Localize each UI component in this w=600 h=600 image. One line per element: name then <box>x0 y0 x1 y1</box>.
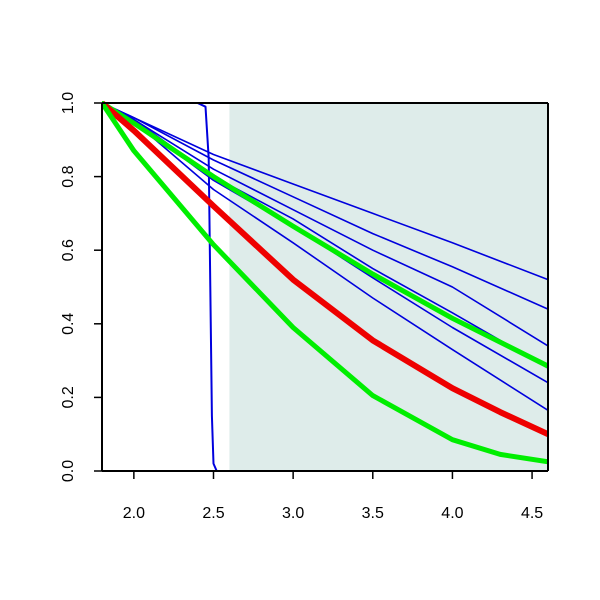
x-tick-label: 4.5 <box>521 505 543 522</box>
x-tick-label: 3.0 <box>282 505 304 522</box>
x-tick-label: 2.5 <box>202 505 224 522</box>
series-line-9 <box>102 101 548 438</box>
y-tick-label: 0.6 <box>60 239 77 261</box>
y-tick-label: 1.0 <box>60 92 77 114</box>
x-tick-label: 3.5 <box>362 505 384 522</box>
y-tick-label: 0.0 <box>60 460 77 482</box>
y-tick-label: 0.4 <box>60 313 77 335</box>
y-tick-label: 0.8 <box>60 165 77 187</box>
series-line-8 <box>102 101 548 369</box>
series-line-10 <box>102 101 548 465</box>
x-tick-label: 2.0 <box>123 505 145 522</box>
y-tick-label: 0.2 <box>60 386 77 408</box>
series-line-4 <box>102 102 548 369</box>
x-tick-label: 4.0 <box>441 505 463 522</box>
series-line-2 <box>102 102 548 310</box>
